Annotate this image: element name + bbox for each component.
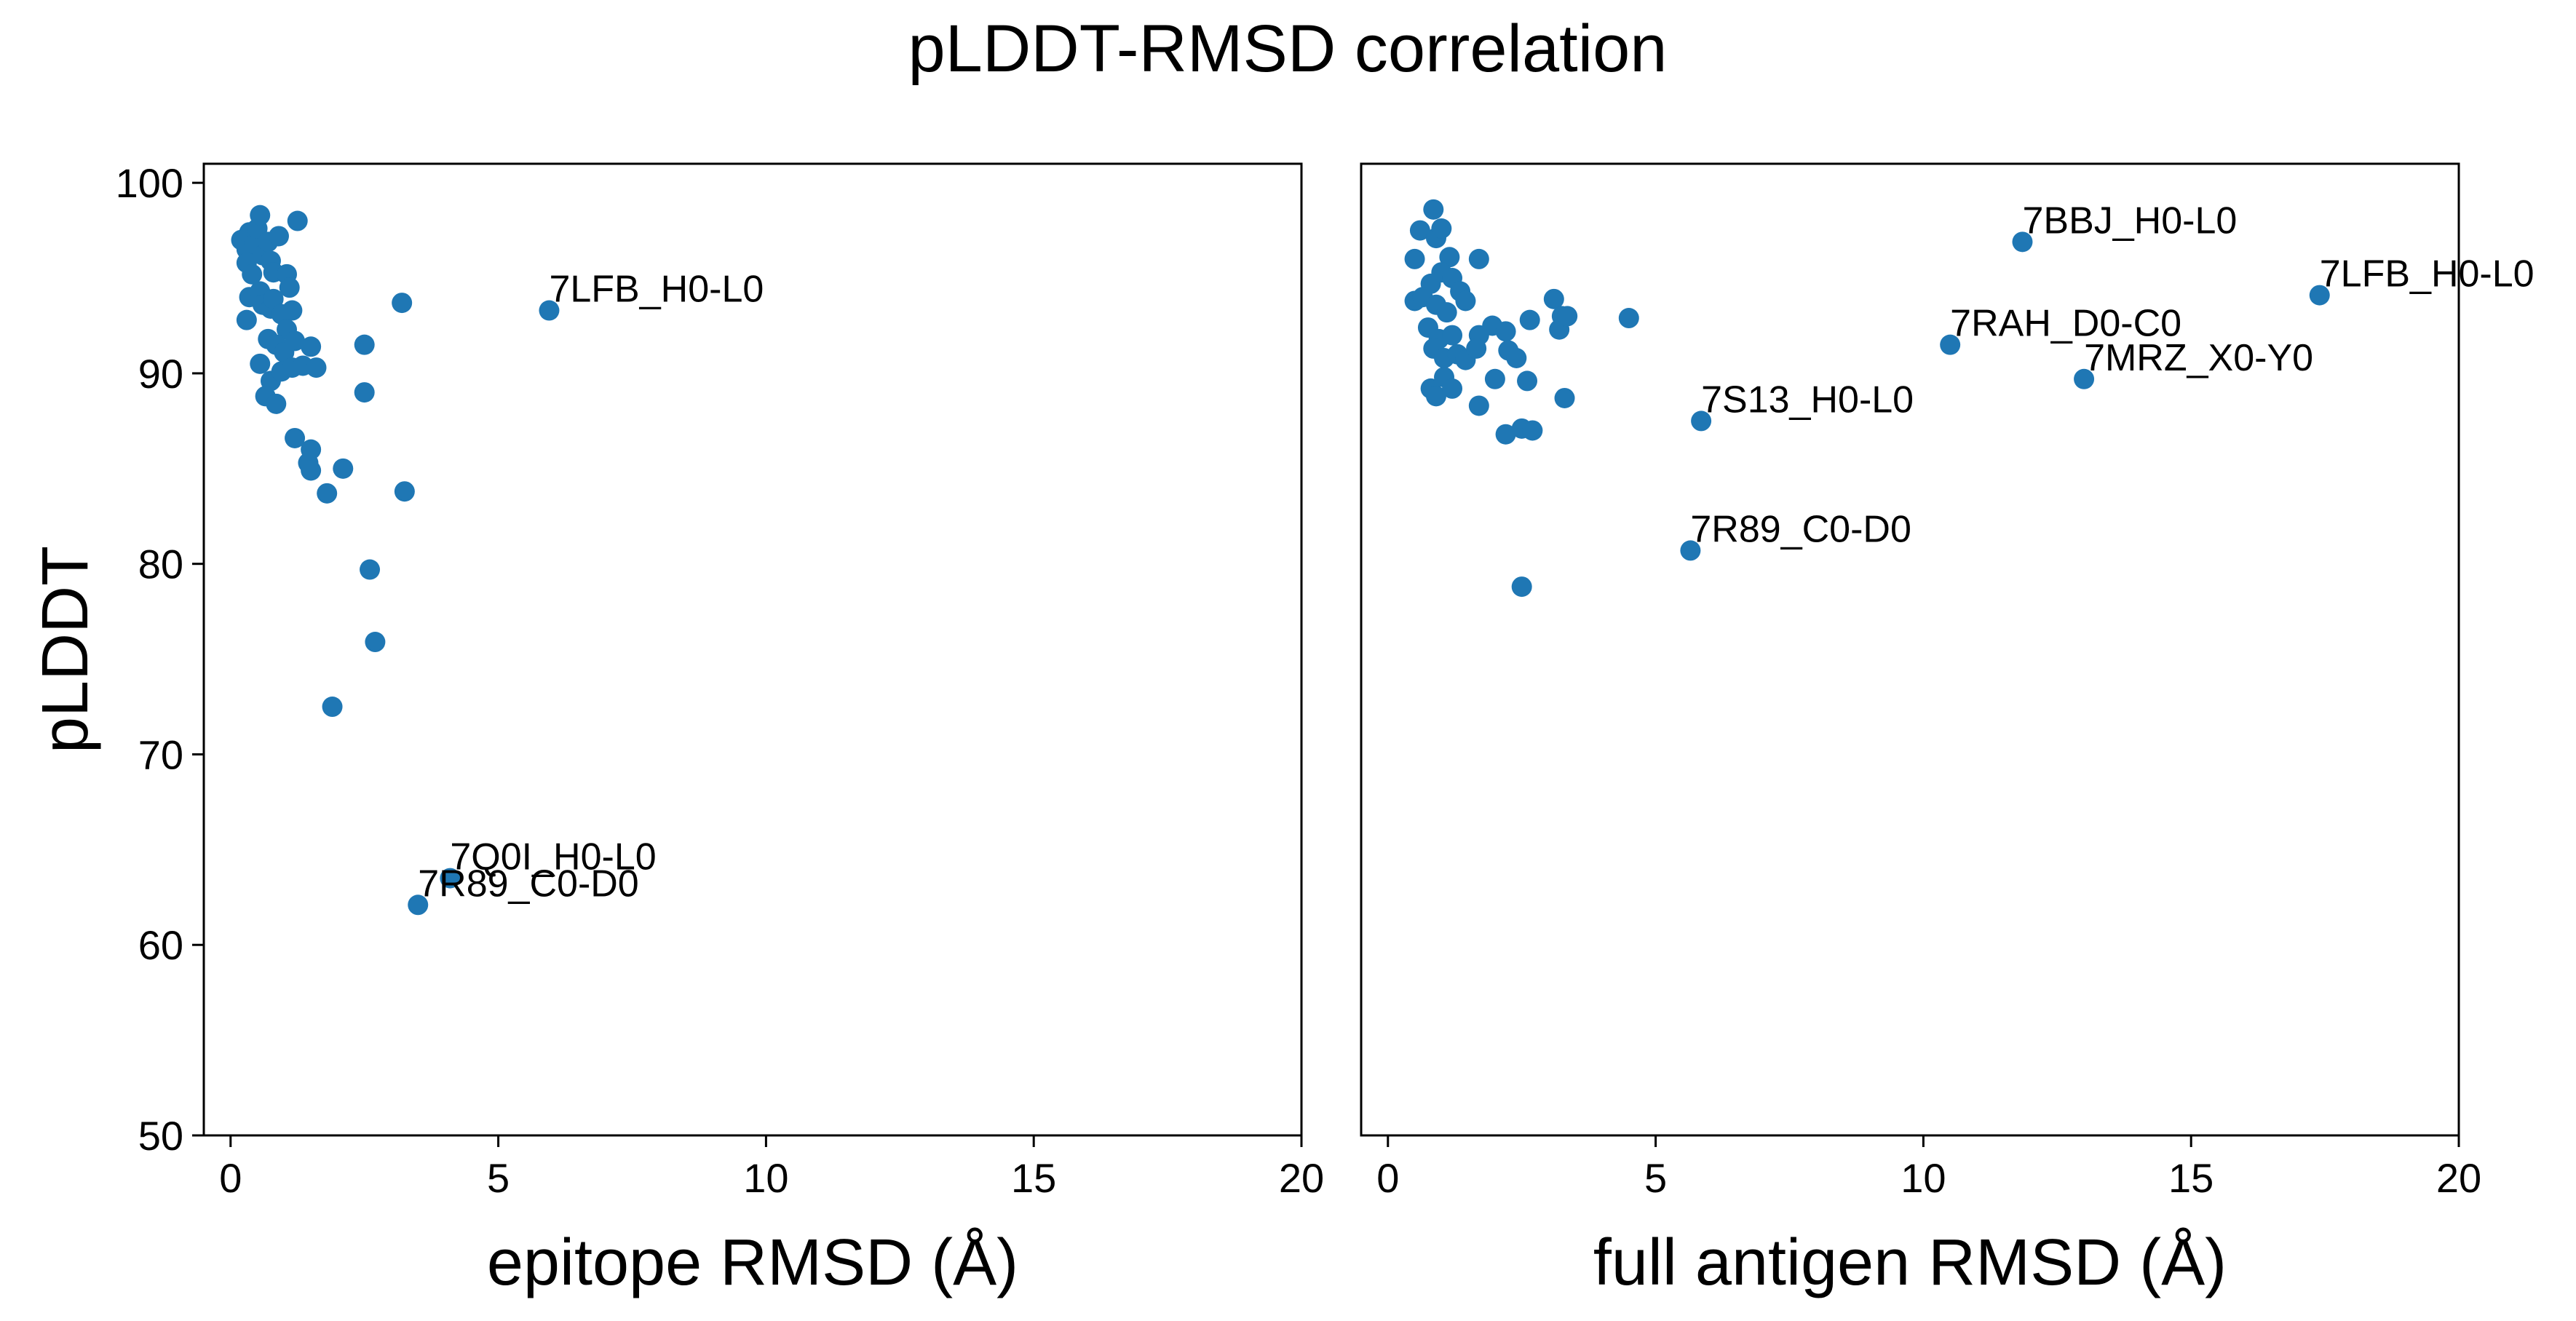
scatter-point [1554,387,1575,408]
scatter-point [1517,370,1538,392]
point-annotation-label: 7BBJ_H0-L0 [2022,199,2237,242]
scatter-point [266,393,287,414]
scatter-point [285,427,306,448]
x-tick-label: 0 [219,1155,242,1201]
scatter-point [1436,302,1457,323]
scatter-point [360,559,381,580]
axes-frame [1360,162,2460,1137]
y-tick-label: 50 [138,1113,183,1159]
scatter-point [1618,308,1639,329]
scatter-point [1468,395,1489,416]
scatter-point [354,382,375,403]
scatter-point [1431,218,1452,239]
scatter-point [2012,231,2033,253]
scatter-point [282,300,303,321]
scatter-point [322,697,343,718]
y-tick-label: 60 [138,922,183,968]
scatter-point [301,336,322,357]
scatter-point [1466,338,1487,359]
scatter-point [242,263,263,285]
x-axis-label: epitope RMSD (Å) [487,1226,1018,1299]
scatter-point [1442,325,1463,346]
epitope-rmsd-scatter-panel: 0 5 10 15 20 50 60 70 80 90 100 epitope RMSD (Å) pLD… [29,160,1324,1299]
x-tick-label: 20 [2436,1155,2481,1201]
scatter-point [539,300,560,321]
full-antigen-rmsd-scatter-panel: 0 5 10 15 20 full antigen RMSD (Å) 7BBJ_H0-L0 7… [1360,162,2535,1299]
scatter-point [1511,576,1532,598]
x-tick-label: 5 [1644,1155,1667,1201]
x-tick-label: 20 [1279,1155,1324,1201]
scatter-point [392,293,413,314]
point-annotation-label: 7RAH_D0-C0 [1950,303,2181,345]
scatter-point [1484,368,1505,389]
scatter-point [1495,321,1516,342]
point-annotation-label: 7S13_H0-L0 [1701,378,1914,421]
scatter-point [1455,290,1476,312]
scatter-point [287,210,308,231]
scatter-point [2309,285,2330,306]
point-annotation-label: 7MRZ_X0-Y0 [2084,337,2313,379]
scatter-point [394,481,415,502]
scatter-point [317,483,338,504]
scatter-point [301,460,322,481]
scatter-point [365,632,386,653]
scatter-point [250,205,271,226]
scatter-point [1940,334,1961,355]
scatter-point [1468,248,1489,269]
point-annotation-label: 7R89_C0-D0 [418,862,639,905]
y-tick-label: 80 [138,542,183,587]
scatter-point [2074,368,2095,389]
x-tick-label: 5 [487,1155,510,1201]
scatter-point [1543,288,1564,309]
scatter-point [1495,424,1516,445]
scatter-point [1439,247,1460,268]
x-tick-label: 10 [743,1155,788,1201]
scatter-point [1522,420,1543,441]
scatter-point [279,277,300,298]
point-annotation-label: 7Q0I_H0-L0 [450,836,656,878]
point-annotation-label: 7LFB_H0-L0 [549,269,764,311]
scatter-point [1691,410,1712,432]
scatter-point [250,353,271,374]
figure-title: pLDDT-RMSD correlation [908,12,1668,86]
scatter-point [1409,220,1430,241]
point-annotation-label: 7R89_C0-D0 [1690,508,1911,550]
scatter-point [440,868,461,889]
x-axis-label: full antigen RMSD (Å) [1593,1226,2227,1299]
scatter-point [1557,306,1578,327]
scatter-point [1404,248,1425,269]
scatter-point [285,330,306,352]
scatter-point [268,226,289,247]
y-tick-label: 70 [138,731,183,777]
scatter-point [1423,199,1444,220]
x-tick-label: 10 [1901,1155,1946,1201]
scatter-point [236,309,257,330]
x-tick-label: 15 [1011,1155,1056,1201]
axes-frame [202,162,1303,1137]
scatter-point [1442,378,1463,399]
y-axis-label: pLDDT [29,546,102,753]
scatter-point [408,894,429,916]
scatter-point [1519,309,1540,330]
x-tick-label: 15 [2168,1155,2214,1201]
scatter-point [1680,540,1701,561]
scatter-point [1425,386,1446,407]
scatter-point [333,458,354,479]
y-tick-label: 90 [138,351,183,397]
scatter-point [306,357,327,378]
point-annotation-label: 7LFB_H0-L0 [2320,253,2535,295]
y-tick-label: 100 [116,160,183,206]
scatter-point [1506,348,1527,368]
scatter-point [354,334,375,355]
x-tick-label: 0 [1376,1155,1399,1201]
scatter-point [263,288,284,309]
